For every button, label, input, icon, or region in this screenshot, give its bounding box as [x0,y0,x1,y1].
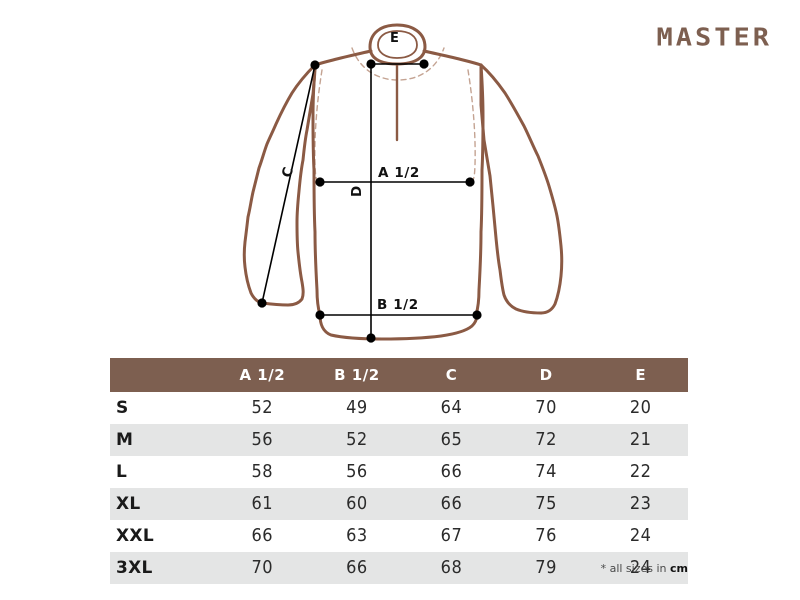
footnote: * all sizes in cm [601,562,688,575]
label-body-length-d: D [349,185,365,197]
cell-b: 49 [346,397,368,418]
column-header-a: A 1/2 [215,358,310,392]
cell-b: 66 [346,557,368,578]
cell-d: 76 [535,525,557,546]
cell-c: 64 [440,397,463,418]
column-header-d: D [498,358,594,392]
dot-a-right [465,177,475,187]
cell-c: 66 [440,461,463,482]
cell-b: 52 [346,429,368,450]
dot-left-collar [366,59,376,69]
cell-e: 23 [629,493,652,514]
dot-d-hem [366,333,376,343]
table-row: XL 61 60 66 75 23 [110,488,688,520]
left-armhole-dashed-icon [314,69,323,183]
cell-e: 22 [629,461,652,482]
table-header: A 1/2 B 1/2 C D E [110,358,688,392]
measurement-lines-group [261,63,477,338]
cell-e: 21 [629,429,652,450]
cell-c: 67 [440,525,463,546]
cell-b: 63 [346,525,368,546]
left-sleeve-outer-icon [242,63,317,305]
cell-a: 52 [251,397,274,418]
hem-icon [318,313,478,341]
dot-b-left [315,310,325,320]
collar-outer-icon [368,23,427,66]
table-body: S 52 49 64 70 20 M 56 52 65 72 21 L 58 5… [110,392,688,584]
right-sleeve-outer-icon [479,63,564,315]
cell-size: S [116,398,129,418]
cell-a: 61 [251,493,274,514]
body-left-seam-icon [311,63,322,317]
table-row: L 58 56 66 74 22 [110,456,688,488]
cell-a: 58 [251,461,274,482]
cell-b: 60 [346,493,368,514]
cell-size: 3XL [116,558,153,578]
column-header-size [110,358,215,392]
cell-size: L [116,462,128,482]
table-row: XXL 66 63 67 76 24 [110,520,688,552]
collar-inner-icon [377,30,418,59]
table-row: 3XL 70 66 68 79 24 [110,552,688,584]
cell-d: 72 [535,429,557,450]
right-armhole-dashed-icon [467,69,476,183]
cell-e: 20 [629,397,652,418]
table-row: S 52 49 64 70 20 [110,392,688,424]
dot-left-shoulder [310,60,320,70]
dot-b-right [472,310,482,320]
cell-c: 65 [440,429,463,450]
cell-d: 79 [535,557,557,578]
table-row: M 56 52 65 72 21 [110,424,688,456]
left-sleeve-inner-icon [260,63,317,307]
column-header-c: C [404,358,499,392]
cell-size: XXL [116,526,154,546]
cell-d: 74 [535,461,557,482]
dot-a-left [315,177,325,187]
cell-b: 56 [346,461,368,482]
label-collar-e: E [390,31,400,46]
table-header-row: A 1/2 B 1/2 C D E [110,358,688,392]
collar-base-dashed-icon [351,47,445,81]
cell-c: 66 [440,493,463,514]
cell-a: 66 [251,525,274,546]
cell-d: 70 [535,397,557,418]
footnote-unit: cm [670,562,688,575]
label-hem-b-half: B 1/2 [377,297,419,313]
left-shoulder-icon [313,49,373,67]
cell-a: 56 [251,429,274,450]
column-header-e: E [593,358,688,392]
footnote-text: * all sizes in [600,562,671,575]
construction-lines-group [314,47,476,183]
dot-right-collar [419,59,429,69]
label-chest-a-half: A 1/2 [378,165,420,181]
brand-logo: MASTER [656,23,772,52]
cell-e: 24 [629,525,652,546]
size-table: A 1/2 B 1/2 C D E S 52 49 64 70 20 M 56 … [110,358,688,584]
measurement-dots-group [257,59,482,343]
garment-diagram [242,23,564,343]
cell-a: 70 [251,557,274,578]
cell-size: XL [116,494,141,514]
c-line [261,64,316,304]
cell-size: M [116,430,134,450]
body-right-seam-icon [474,63,485,317]
column-header-b: B 1/2 [309,358,405,392]
garment-outline-group [242,23,564,341]
dot-c-cuff [257,298,267,308]
cell-c: 68 [440,557,463,578]
right-shoulder-icon [422,49,483,67]
cell-d: 75 [535,493,557,514]
cell-e: 24 [629,557,652,578]
